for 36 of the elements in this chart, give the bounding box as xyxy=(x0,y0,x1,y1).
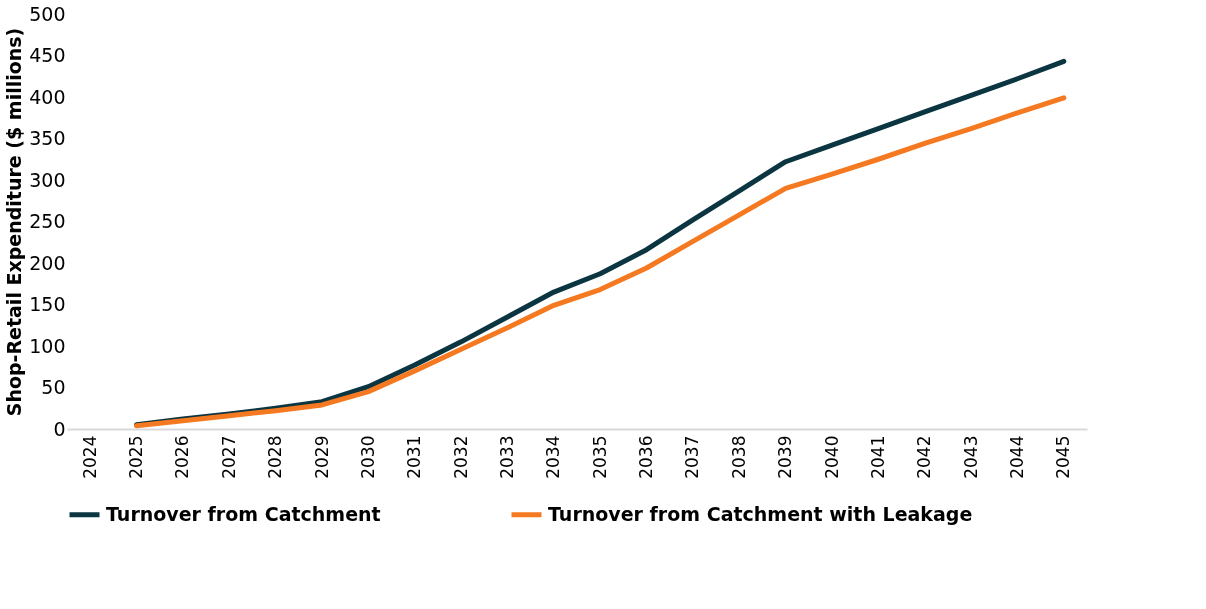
y-tick-label: 200 xyxy=(29,251,66,274)
x-tick-label: 2034 xyxy=(543,435,564,479)
x-tick-label: 2039 xyxy=(775,435,796,479)
x-tick-label: 2032 xyxy=(450,435,471,479)
x-tick-label: 2036 xyxy=(636,435,657,479)
legend-label: Turnover from Catchment xyxy=(106,502,381,525)
y-axis-title: Shop-Retail Expenditure ($ millions) xyxy=(3,27,26,417)
x-tick-label: 2025 xyxy=(126,435,147,479)
x-tick-label: 2040 xyxy=(821,435,842,479)
x-tick-label: 2029 xyxy=(311,435,332,479)
x-tick-label: 2045 xyxy=(1053,435,1074,479)
x-tick-label: 2030 xyxy=(357,435,378,479)
x-tick-label: 2042 xyxy=(914,435,935,479)
x-tick-label: 2024 xyxy=(79,435,100,479)
y-tick-label: 500 xyxy=(29,2,66,25)
x-tick-label: 2037 xyxy=(682,435,703,479)
x-tick-label: 2038 xyxy=(728,435,749,479)
y-tick-label: 0 xyxy=(53,417,66,440)
x-tick-label: 2035 xyxy=(589,435,610,479)
x-tick-label: 2026 xyxy=(172,435,193,479)
x-tick-label: 2043 xyxy=(960,435,981,479)
legend-label: Turnover from Catchment with Leakage xyxy=(548,502,973,525)
x-tick-label: 2027 xyxy=(218,435,239,479)
y-tick-label: 250 xyxy=(29,210,66,232)
y-tick-label: 350 xyxy=(29,127,66,149)
y-tick-label: 300 xyxy=(29,168,66,191)
y-tick-label: 150 xyxy=(29,293,66,315)
x-tick-label: 2028 xyxy=(265,435,286,479)
y-tick-label: 450 xyxy=(29,44,66,66)
y-tick-label: 400 xyxy=(29,85,66,108)
x-tick-label: 2041 xyxy=(867,435,888,479)
x-tick-label: 2033 xyxy=(496,435,517,479)
y-tick-label: 50 xyxy=(41,376,66,398)
x-tick-label: 2031 xyxy=(404,435,425,479)
y-tick-label: 100 xyxy=(29,334,66,357)
x-tick-label: 2044 xyxy=(1006,435,1027,479)
